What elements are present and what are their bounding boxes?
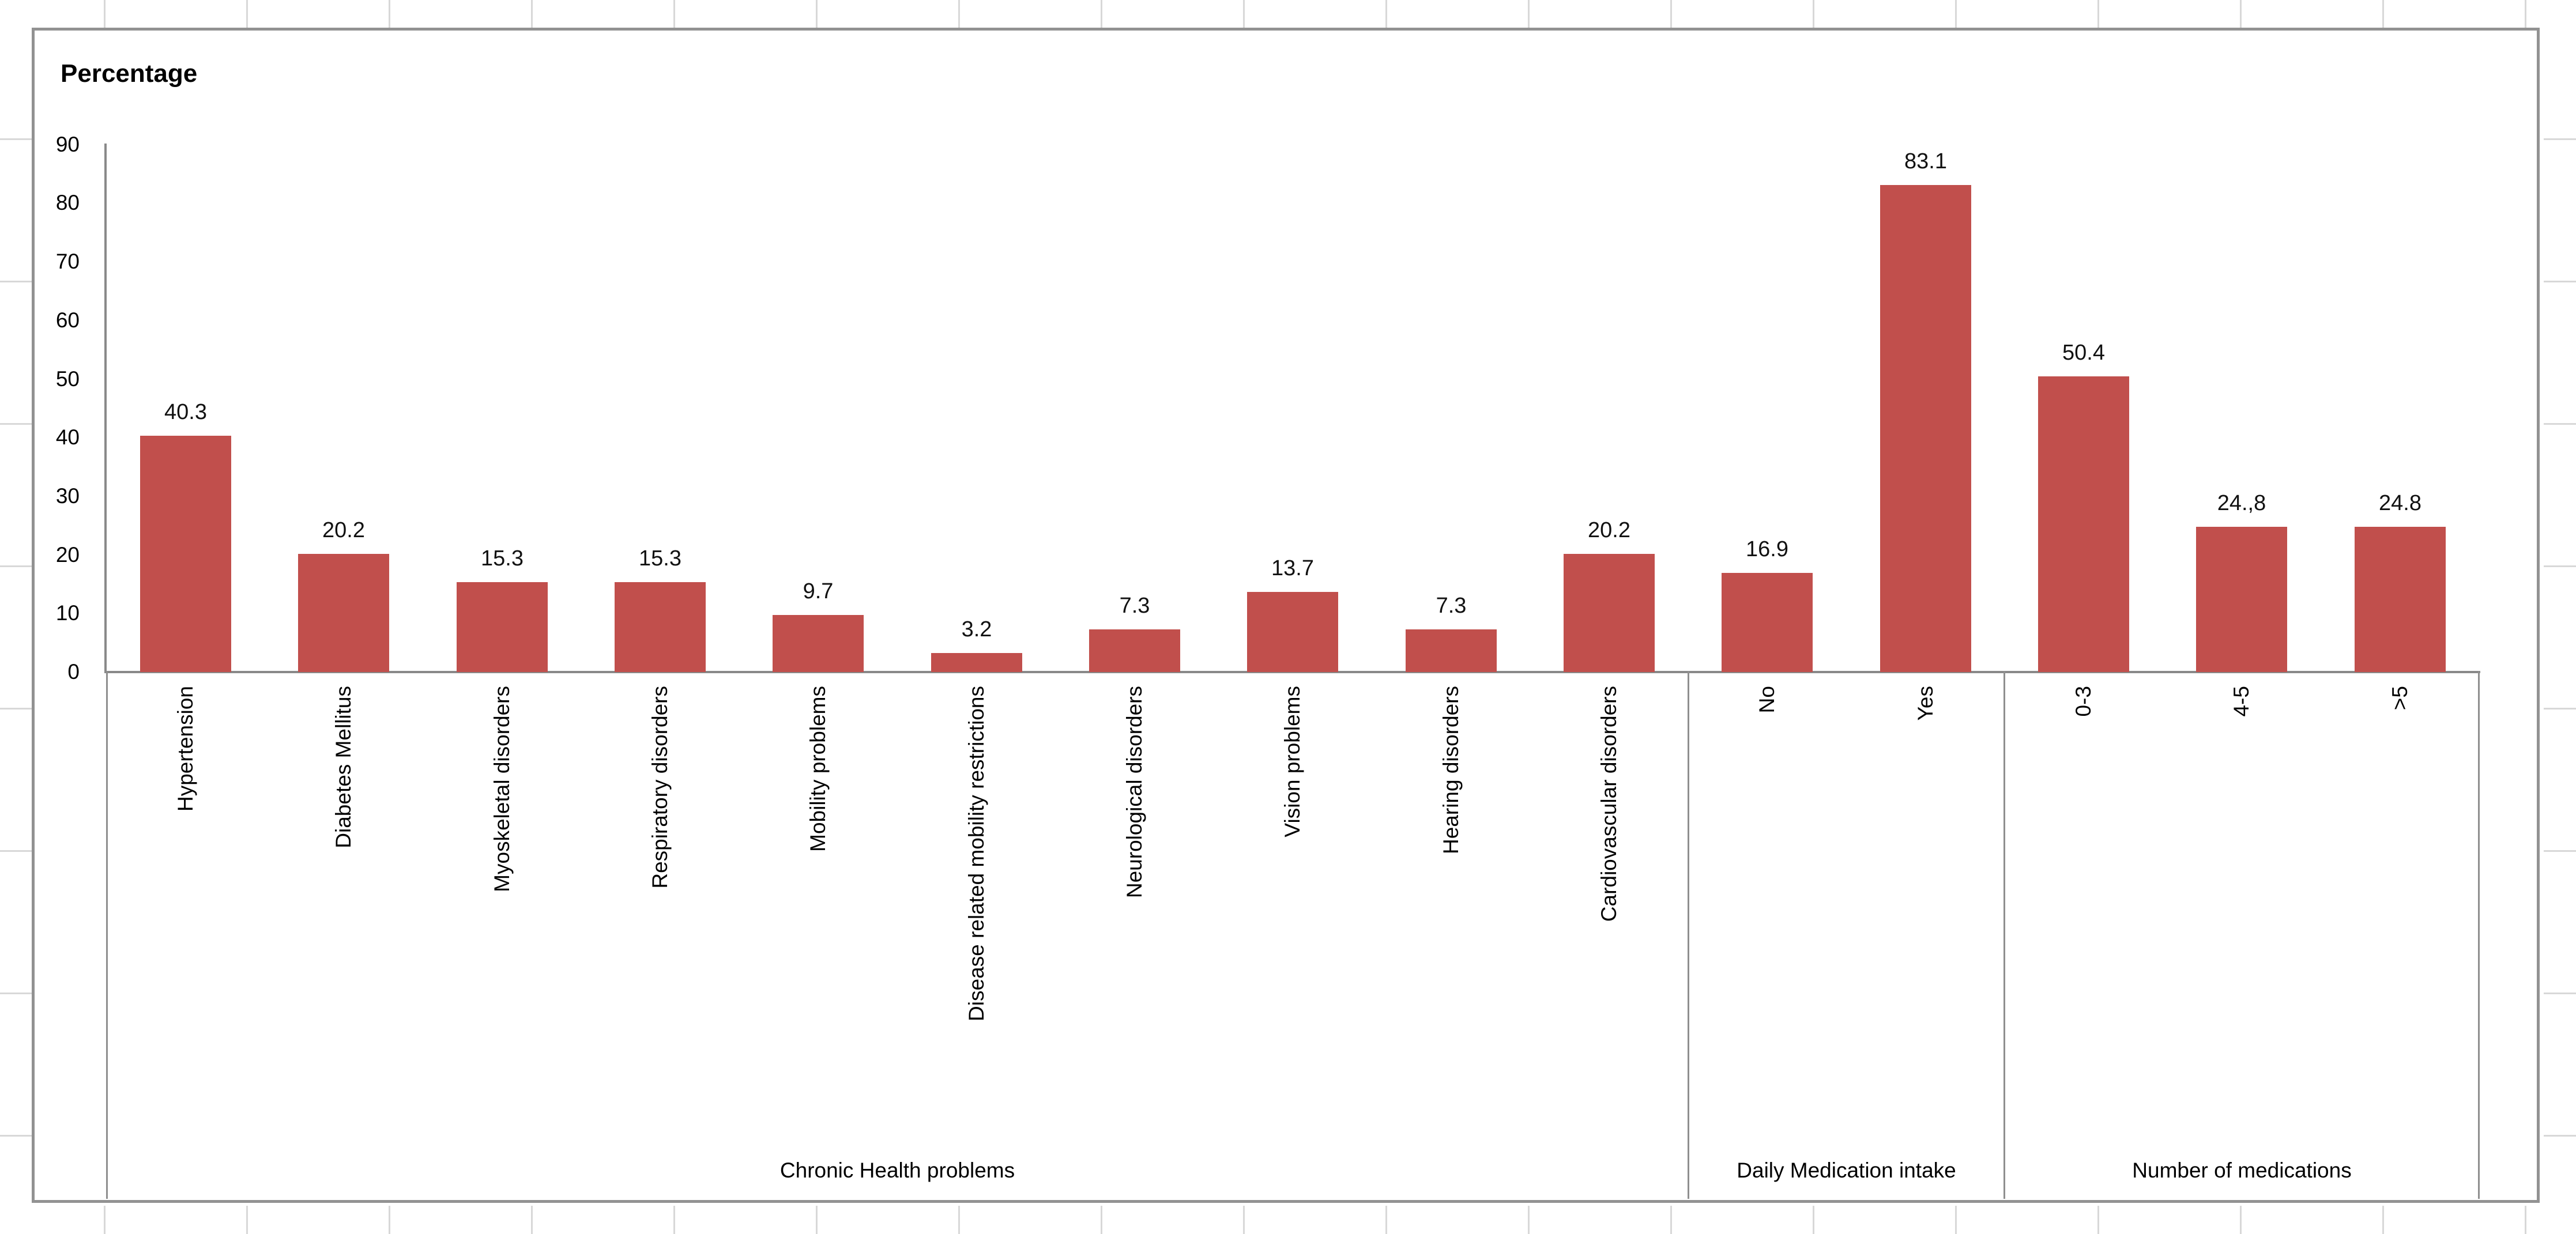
bar-value-label: 13.7: [1271, 556, 1314, 580]
chart-area: Percentage 90 80 70 60 50 40 30 20 10 0 40.3 Hypert…: [32, 28, 2540, 1203]
y-tick-label: 20: [55, 542, 80, 567]
category-label: Neurological disorders: [1122, 686, 1146, 899]
bar-value-label: 7.3: [1436, 594, 1467, 618]
axis-group-label: Daily Medication intake: [1737, 1158, 1956, 1182]
category-label-cell: Respiratory disorders: [581, 686, 739, 1141]
category-label-cell: Diabetes Mellitus: [265, 686, 423, 1141]
bar-value-label: 15.3: [639, 546, 681, 571]
y-tick-label: 50: [55, 367, 80, 391]
category-label-cell: Neurological disorders: [1056, 686, 1214, 1141]
axis-group-label: Chronic Health problems: [779, 1158, 1015, 1182]
bar-value-label: 9.7: [803, 579, 834, 603]
category-label: Diabetes Mellitus: [331, 686, 355, 848]
group-separator-line: [106, 671, 108, 1199]
category-label-cell: >5: [2321, 686, 2479, 1141]
bar-value-label: 24.,8: [2217, 491, 2266, 515]
category-label-cell: 4-5: [2163, 686, 2321, 1141]
bar: [1880, 185, 1971, 672]
category-label: Cardiovascular disorders: [1596, 686, 1621, 922]
bar-value-label: 20.2: [1588, 518, 1630, 542]
category-label: Yes: [1913, 686, 1937, 721]
bar-value-label: 40.3: [164, 400, 207, 424]
bar: [2038, 376, 2129, 672]
category-label: Disease related mobility restrictions: [964, 686, 988, 1021]
category-label-cell: Disease related mobility restrictions: [898, 686, 1056, 1141]
bar: [140, 436, 231, 672]
category-label-cell: Hearing disorders: [1372, 686, 1530, 1141]
category-label: Respiratory disorders: [647, 686, 672, 889]
bar: [1089, 629, 1180, 672]
bar: [615, 582, 706, 672]
bar-value-label: 7.3: [1119, 594, 1150, 618]
bar: [2196, 527, 2287, 672]
category-label: No: [1754, 686, 1779, 714]
bar: [1722, 573, 1813, 672]
spreadsheet-gridlines-right: [2544, 0, 2576, 1234]
category-label-cell: Myoskeletal disorders: [423, 686, 581, 1141]
bar: [931, 653, 1022, 672]
y-tick-label: 90: [55, 132, 80, 156]
x-axis-line: [104, 671, 2480, 673]
category-label: Hypertension: [173, 686, 197, 812]
y-axis-line: [104, 144, 107, 673]
bar-value-label: 16.9: [1746, 537, 1788, 561]
y-tick-label: 80: [55, 191, 80, 215]
axis-group-label: Number of medications: [2132, 1158, 2352, 1182]
category-label-cell: Vision problems: [1214, 686, 1372, 1141]
category-label: Vision problems: [1280, 686, 1304, 837]
category-label-cell: No: [1688, 686, 1846, 1141]
category-label-cell: 0-3: [2005, 686, 2163, 1141]
category-label: Mobility problems: [805, 686, 830, 852]
y-tick-label: 10: [55, 601, 80, 625]
category-label: 4-5: [2229, 686, 2253, 717]
bar-value-label: 15.3: [481, 546, 524, 571]
bar: [457, 582, 548, 672]
category-label-cell: Hypertension: [107, 686, 265, 1141]
category-label: Myoskeletal disorders: [489, 686, 514, 892]
group-separator-line: [2003, 671, 2005, 1199]
bar-value-label: 24.8: [2379, 491, 2421, 515]
category-label-cell: Mobility problems: [739, 686, 897, 1141]
y-tick-label: 60: [55, 308, 80, 332]
bar-value-label: 83.1: [1904, 149, 1947, 173]
bar: [1406, 629, 1497, 672]
category-label: Hearing disorders: [1438, 686, 1463, 855]
spreadsheet-gridlines-bottom: [0, 1206, 2576, 1234]
group-separator-line: [1688, 671, 1689, 1199]
bar: [773, 615, 864, 672]
bar: [2355, 527, 2446, 672]
bar: [1247, 592, 1338, 672]
chart-title: Percentage: [61, 59, 198, 88]
group-separator-line: [2478, 671, 2480, 1199]
bar: [298, 554, 389, 672]
y-tick-label: 70: [55, 250, 80, 274]
category-label-cell: Yes: [1847, 686, 2005, 1141]
bar-value-label: 50.4: [2062, 341, 2105, 365]
category-label-cell: Cardiovascular disorders: [1530, 686, 1688, 1141]
category-label: 0-3: [2071, 686, 2095, 717]
category-label: >5: [2387, 686, 2412, 711]
y-tick-label: 40: [55, 425, 80, 450]
y-tick-label: 0: [67, 660, 80, 684]
bar-value-label: 20.2: [322, 518, 365, 542]
bar-value-label: 3.2: [961, 617, 992, 641]
bar: [1564, 554, 1655, 672]
plot-area: Percentage 90 80 70 60 50 40 30 20 10 0 40.3 Hypert…: [35, 31, 2537, 1200]
y-tick-label: 30: [55, 484, 80, 508]
spreadsheet-gridlines-top: [0, 0, 2576, 28]
